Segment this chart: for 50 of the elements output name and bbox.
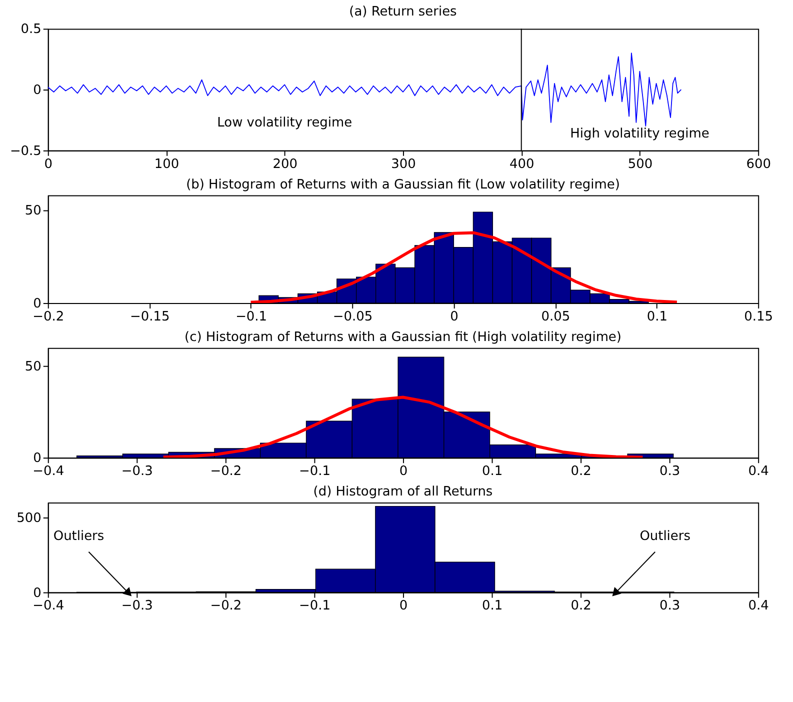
- x-tick-label: −0.2: [210, 598, 242, 614]
- y-tick-label: 0.5: [20, 22, 42, 38]
- x-tick-label: 200: [272, 156, 298, 172]
- y-tick-label: 0: [33, 83, 42, 98]
- x-tick-label: 500: [628, 156, 653, 172]
- x-tick-label: −0.4: [32, 598, 64, 614]
- chart-title: (d) Histogram of all Returns: [313, 484, 493, 500]
- x-tick-label: 600: [746, 156, 771, 172]
- y-tick-label: 50: [24, 204, 42, 219]
- y-tick-label: 500: [16, 510, 42, 526]
- x-tick-label: 0: [450, 309, 458, 324]
- x-tick-label: 0.05: [541, 309, 570, 324]
- annotation: Outliers: [640, 528, 691, 544]
- x-tick-label: 100: [154, 156, 180, 172]
- x-tick-label: 0.1: [482, 598, 503, 614]
- annotation: Low volatility regime: [217, 115, 352, 130]
- x-tick-label: −0.3: [121, 464, 153, 480]
- x-tick-label: 0.3: [660, 464, 680, 480]
- y-tick-label: 0: [33, 586, 42, 601]
- y-tick-label: 50: [24, 360, 42, 375]
- y-tick-label: 0: [33, 451, 42, 466]
- annotation: High volatility regime: [570, 126, 710, 142]
- x-tick-label: 0.4: [748, 464, 769, 480]
- x-tick-label: −0.2: [210, 464, 242, 480]
- x-tick-label: 0.1: [646, 309, 668, 324]
- x-tick-label: −0.1: [298, 598, 330, 614]
- x-tick-label: −0.15: [130, 309, 170, 324]
- x-tick-label: 0: [399, 598, 408, 614]
- x-tick-label: 0.2: [570, 598, 592, 614]
- y-tick-label: −0.5: [10, 144, 42, 159]
- x-tick-label: 0: [44, 156, 53, 172]
- x-tick-label: 400: [509, 156, 534, 172]
- x-tick-label: 0.15: [744, 309, 774, 324]
- chart-title: (b) Histogram of Returns with a Gaussian fit (Low volatility regime): [186, 177, 620, 192]
- x-tick-label: 0.2: [570, 464, 592, 480]
- x-tick-label: 0.3: [660, 598, 680, 614]
- x-tick-label: −0.2: [32, 309, 64, 324]
- x-tick-label: 0.1: [482, 464, 503, 480]
- x-tick-label: 0.4: [748, 598, 769, 614]
- x-tick-label: −0.05: [332, 309, 373, 324]
- chart-title: (c) Histogram of Returns with a Gaussian fit (High volatility regime): [184, 330, 622, 345]
- x-tick-label: 300: [391, 156, 416, 172]
- x-tick-label: −0.1: [236, 309, 268, 324]
- x-tick-label: −0.4: [32, 464, 64, 480]
- y-tick-label: 0: [33, 296, 42, 312]
- x-tick-label: −0.3: [121, 598, 153, 614]
- chart-title: (a) Return series: [349, 4, 458, 20]
- x-tick-label: 0: [399, 464, 408, 480]
- x-tick-label: −0.1: [298, 464, 330, 480]
- annotation: Outliers: [53, 528, 104, 544]
